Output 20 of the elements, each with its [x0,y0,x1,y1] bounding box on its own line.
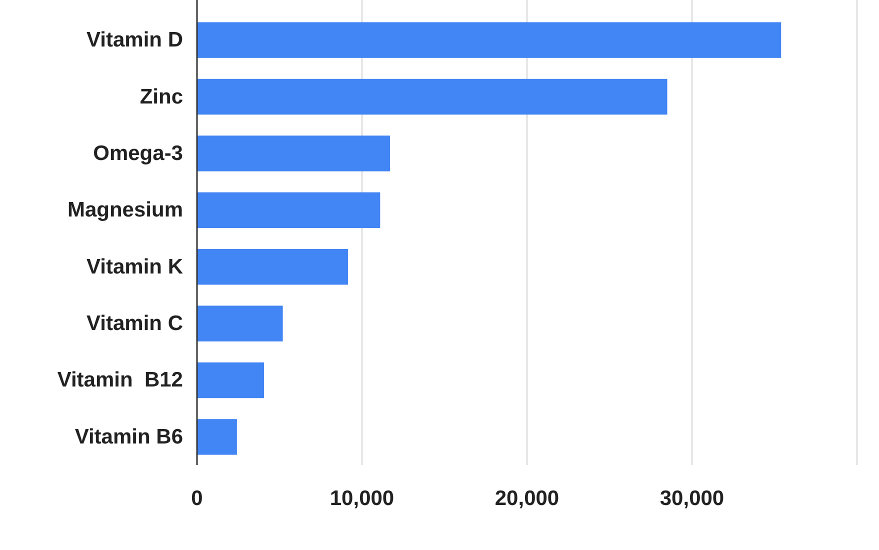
y-tick-label: Vitamin K [86,255,183,278]
y-tick-label: Vitamin C [86,312,183,336]
y-tick-label: Vitamin D [86,28,183,52]
x-tick-label: 20,000 [494,487,560,510]
y-tick-label: Zinc [140,85,184,108]
bar [197,306,283,342]
x-tick-label: 10,000 [330,487,394,510]
y-tick-label: Omega-3 [93,142,183,165]
bar [197,192,380,228]
y-tick-label: Vitamin B6 [74,425,183,448]
bar [197,419,237,455]
bar [197,248,348,285]
bar [197,362,264,398]
bar [197,136,390,172]
bar [197,78,668,115]
x-tick-label: 30,000 [660,487,724,510]
y-tick-label: Magnesium [67,198,183,222]
x-tick-label: 0 [191,487,203,510]
bar [197,22,782,58]
y-tick-label: Vitamin B12 [57,368,183,392]
